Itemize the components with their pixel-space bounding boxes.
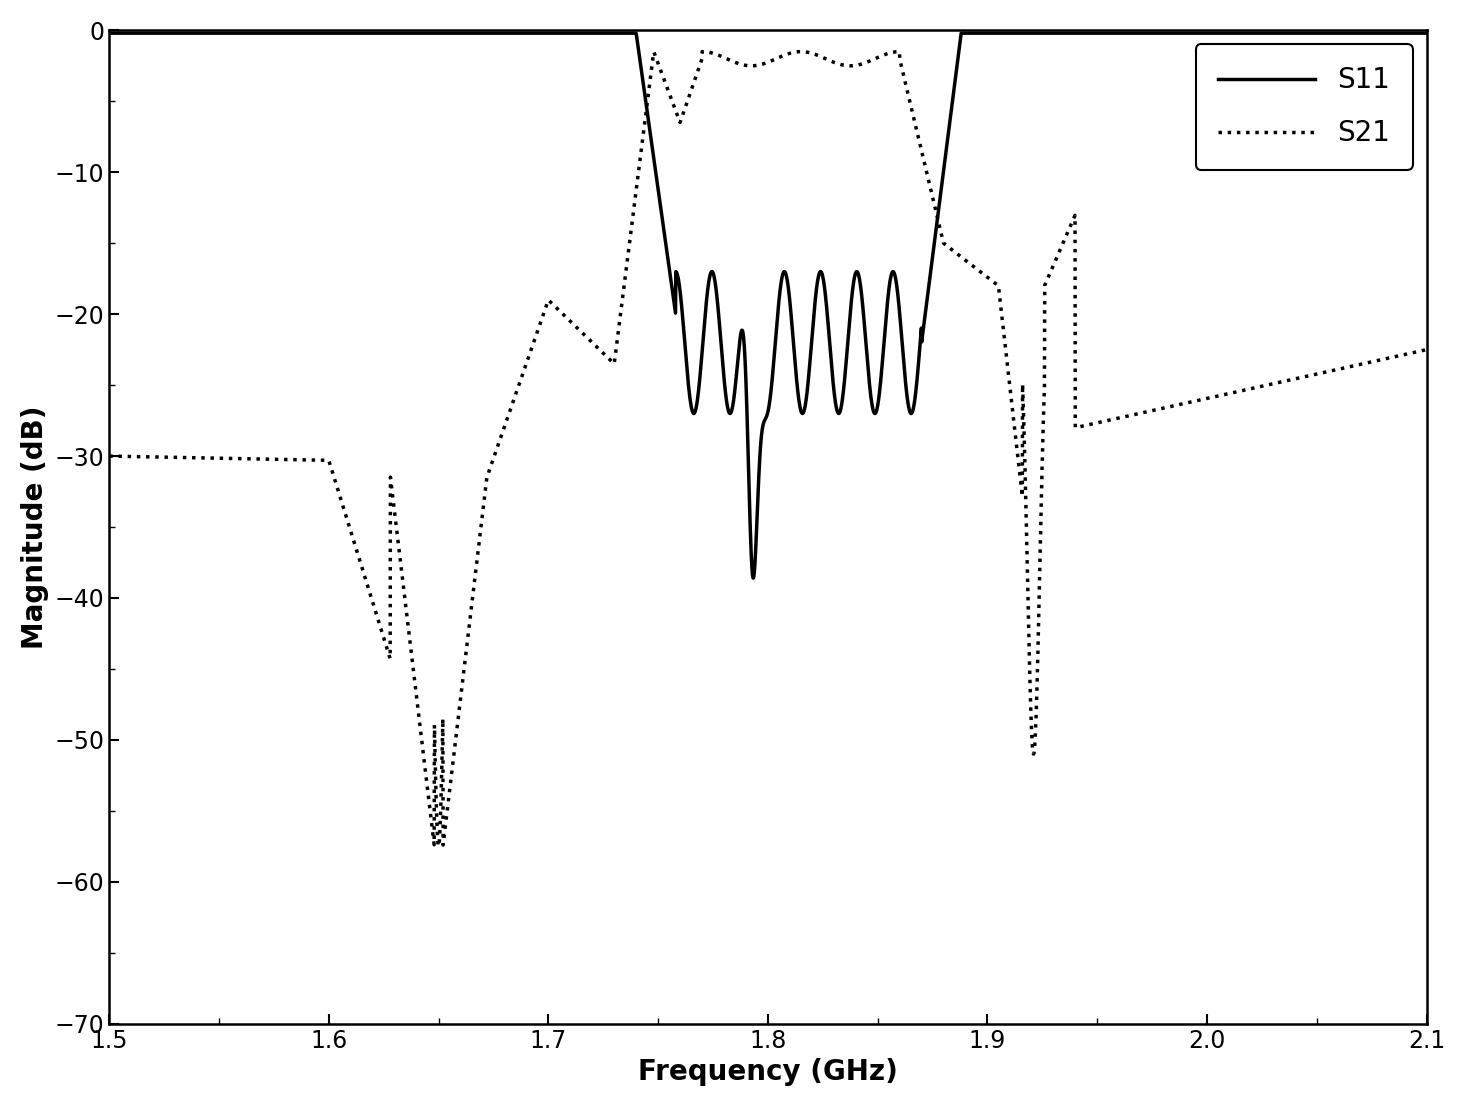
S11 [745, 571, 762, 584]
Line: S21: S21 [110, 52, 1426, 847]
S21 [1185, 395, 1202, 408]
S21 [604, 355, 622, 369]
S11 [1083, 27, 1101, 40]
Line: S11: S11 [110, 33, 1426, 578]
S21 [1418, 343, 1435, 356]
S11 [604, 27, 622, 40]
S11 [1183, 27, 1201, 40]
S21 [891, 53, 909, 66]
S11 [957, 27, 975, 40]
S11 [340, 27, 358, 40]
S11 [891, 306, 909, 319]
S11 [1418, 27, 1435, 40]
S21 [1083, 417, 1101, 431]
Y-axis label: Magnitude (dB): Magnitude (dB) [21, 405, 48, 649]
S21 [101, 449, 119, 463]
S21 [340, 517, 358, 530]
Legend: S11, S21: S11, S21 [1196, 44, 1413, 169]
S21 [957, 255, 975, 268]
S21 [430, 840, 447, 853]
S21 [891, 45, 909, 59]
X-axis label: Frequency (GHz): Frequency (GHz) [638, 1058, 897, 1086]
S11 [101, 27, 119, 40]
